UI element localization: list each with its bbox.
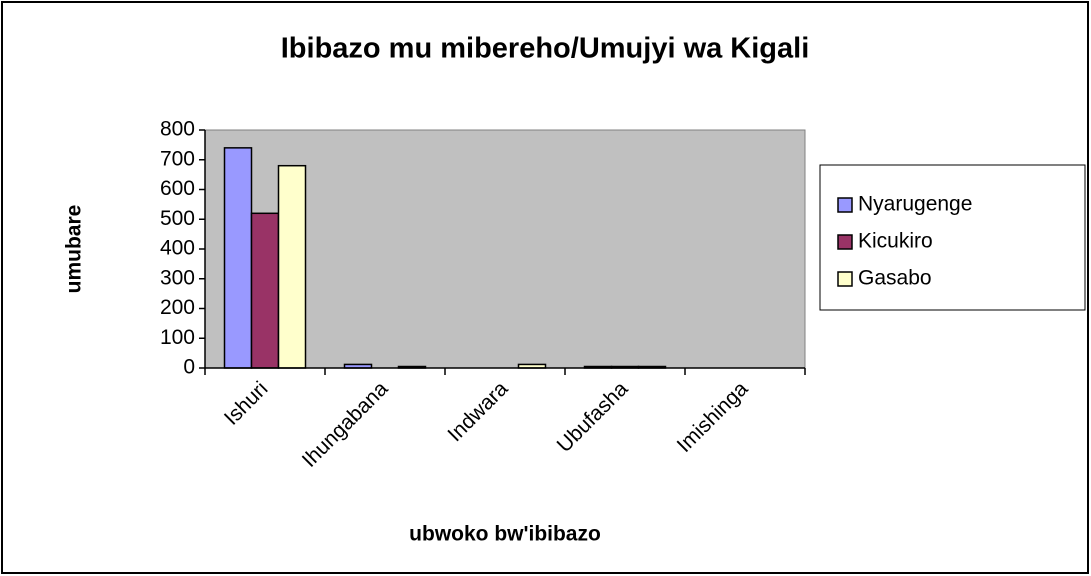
legend-label: Gasabo: [858, 267, 932, 290]
chart-title: Ibibazo mu mibereho/Umujyi wa Kigali: [281, 33, 810, 65]
y-tick-label: 100: [160, 326, 195, 349]
bar: [223, 147, 253, 369]
legend-swatch: [837, 271, 853, 287]
x-axis-label: ubwoko bw'ibibazo: [409, 523, 601, 546]
y-tick-label: 600: [160, 177, 195, 200]
y-tick-label: 200: [160, 296, 195, 319]
bar: [250, 212, 280, 369]
legend-label: Nyarugenge: [858, 193, 972, 216]
y-tick-label: 300: [160, 266, 195, 289]
bar: [277, 164, 307, 369]
legend: [819, 164, 1086, 311]
y-axis-label: umubare: [63, 205, 86, 294]
legend-swatch: [837, 197, 853, 213]
y-tick-label: 700: [160, 147, 195, 170]
y-tick-label: 0: [183, 356, 195, 379]
legend-swatch: [837, 234, 853, 250]
y-tick-label: 800: [160, 118, 195, 141]
legend-label: Kicukiro: [858, 230, 933, 253]
y-tick-label: 400: [160, 237, 195, 260]
y-tick-label: 500: [160, 207, 195, 230]
